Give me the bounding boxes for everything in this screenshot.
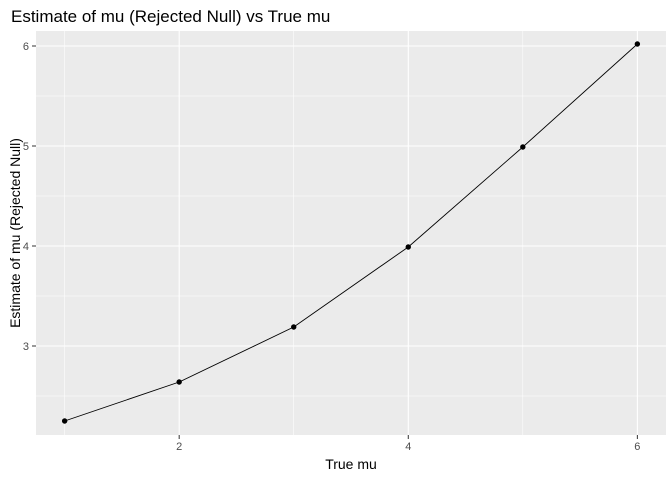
y-tick-label: 6 — [23, 41, 29, 53]
x-axis-title: True mu — [325, 456, 377, 472]
x-tick-label: 2 — [176, 441, 182, 453]
data-point — [405, 244, 411, 250]
y-axis-ticks: 3 4 5 6 — [23, 41, 36, 353]
data-point — [520, 144, 526, 150]
x-tick-label: 4 — [405, 441, 411, 453]
y-tick-label: 3 — [23, 341, 29, 353]
series-points-group — [61, 41, 641, 424]
data-point — [61, 418, 68, 424]
chart-title: Estimate of mu (Rejected Null) vs True m… — [11, 7, 330, 26]
data-point — [291, 324, 297, 330]
y-axis-title: Estimate of mu (Rejected Null) — [7, 138, 23, 328]
data-point — [176, 379, 182, 385]
plot-panel — [36, 31, 666, 435]
y-tick-label: 5 — [23, 141, 29, 153]
x-tick-label: 6 — [634, 441, 640, 453]
major-grid — [36, 31, 666, 435]
minor-grid — [36, 31, 666, 435]
series-line — [64, 43, 638, 422]
x-axis-ticks: 2 4 6 — [176, 435, 640, 453]
y-tick-label: 4 — [23, 241, 29, 253]
series-line-group — [64, 43, 638, 422]
data-point — [634, 41, 641, 47]
